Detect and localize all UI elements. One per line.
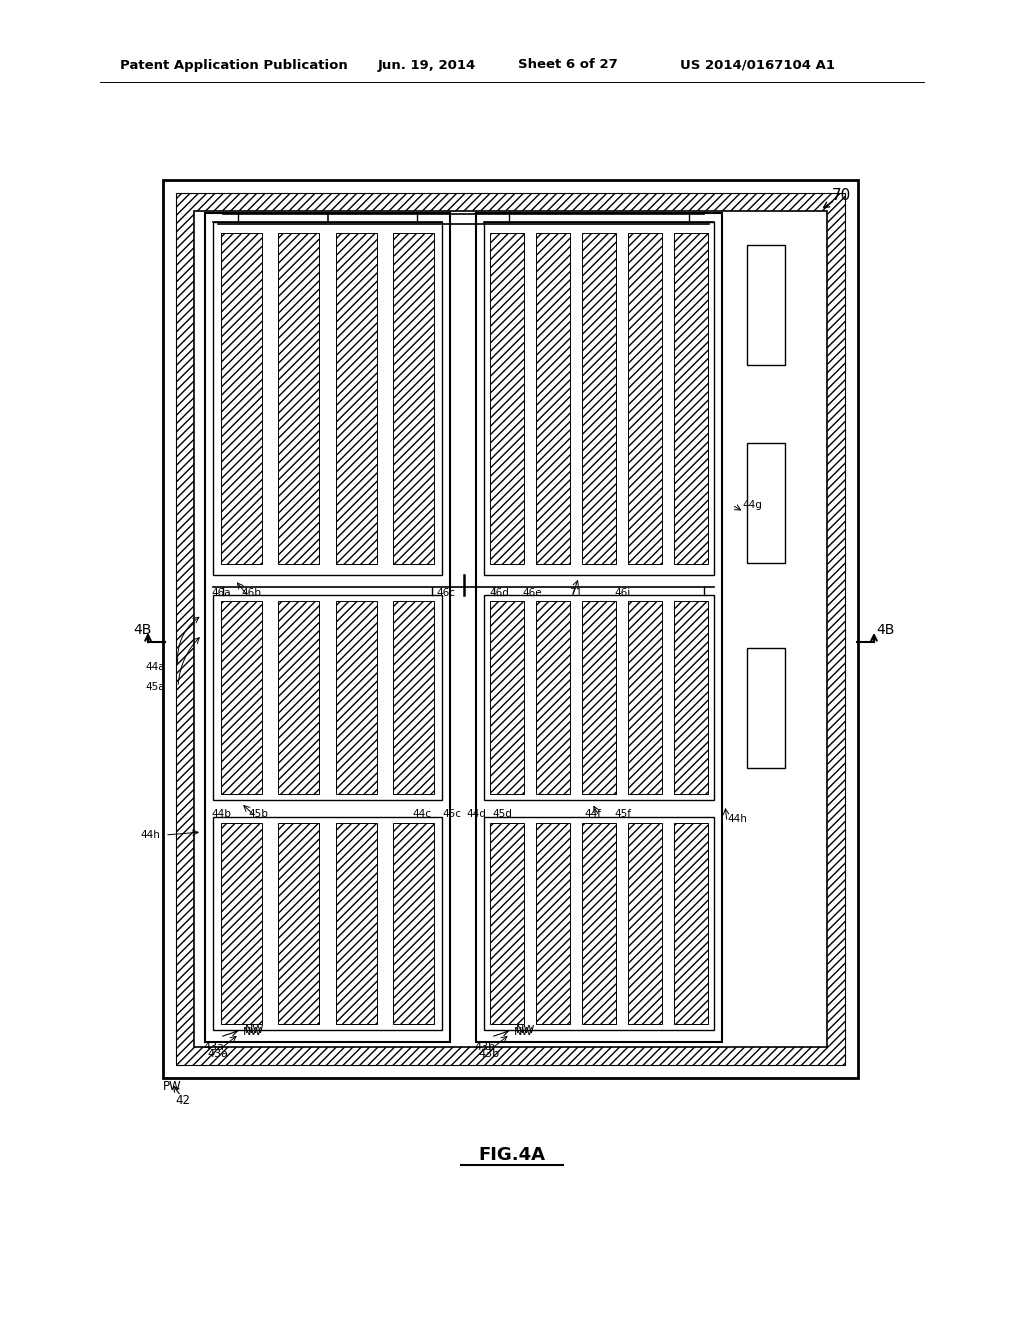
Bar [675, 232, 708, 565]
Bar [675, 824, 708, 1023]
Text: 43a: 43a [203, 1041, 224, 1052]
Bar [629, 601, 662, 793]
Text: 44b: 44b [211, 809, 230, 818]
Text: NW: NW [514, 1027, 534, 1038]
Bar [213, 817, 442, 1030]
Text: NW: NW [516, 1026, 536, 1035]
Bar [583, 232, 615, 565]
Text: 44h: 44h [140, 830, 160, 840]
Bar [629, 232, 662, 565]
Bar [279, 232, 319, 565]
Bar [484, 595, 714, 800]
Text: 70: 70 [831, 187, 851, 202]
Bar [336, 601, 377, 793]
Bar [484, 817, 714, 1030]
Text: 46e: 46e [522, 587, 542, 598]
Text: 43b: 43b [474, 1041, 496, 1052]
Text: 45b: 45b [248, 809, 268, 818]
Text: 44d: 44d [466, 809, 485, 818]
Bar [490, 232, 523, 565]
Bar [675, 601, 708, 793]
Text: FIG.4A: FIG.4A [478, 1146, 546, 1164]
Text: 44c: 44c [412, 809, 431, 818]
Text: 45a: 45a [145, 682, 165, 692]
Bar [537, 824, 569, 1023]
Text: 45c: 45c [442, 809, 461, 818]
Text: 44a: 44a [145, 663, 165, 672]
Text: 44f: 44f [584, 809, 601, 818]
Bar [163, 180, 858, 1078]
Text: 71: 71 [569, 587, 583, 598]
Bar [476, 213, 722, 1041]
Text: Sheet 6 of 27: Sheet 6 of 27 [518, 58, 617, 71]
Bar [221, 601, 262, 793]
Bar [629, 824, 662, 1023]
Text: 46b: 46b [241, 587, 261, 598]
Bar [537, 232, 569, 565]
Text: 44g: 44g [742, 500, 762, 510]
Bar [213, 595, 442, 800]
Bar [393, 601, 434, 793]
Bar [279, 824, 319, 1023]
Text: 45f: 45f [614, 809, 631, 818]
Text: Patent Application Publication: Patent Application Publication [120, 58, 348, 71]
Bar [537, 601, 569, 793]
Bar [205, 213, 450, 1041]
Bar [746, 648, 785, 768]
Bar [490, 824, 523, 1023]
Text: 46d: 46d [489, 587, 509, 598]
Bar [746, 246, 785, 366]
Text: Jun. 19, 2014: Jun. 19, 2014 [378, 58, 476, 71]
Text: NW: NW [245, 1026, 264, 1035]
Bar [583, 601, 615, 793]
Text: 46i: 46i [614, 587, 630, 598]
Text: 46c: 46c [436, 587, 455, 598]
Bar [336, 232, 377, 565]
Text: 44h: 44h [727, 814, 746, 824]
Bar [393, 232, 434, 565]
Text: 43a: 43a [207, 1049, 228, 1059]
Text: 4B: 4B [133, 623, 152, 638]
Bar [194, 211, 827, 1047]
Text: 43b: 43b [478, 1049, 499, 1059]
Text: 46a: 46a [211, 587, 230, 598]
Bar [176, 193, 845, 1065]
Text: NW: NW [243, 1027, 262, 1038]
Bar [221, 824, 262, 1023]
Bar [213, 222, 442, 576]
Bar [583, 824, 615, 1023]
Bar [336, 824, 377, 1023]
Bar [221, 232, 262, 565]
Text: 42: 42 [175, 1093, 190, 1106]
Text: 4B: 4B [876, 623, 894, 638]
Bar [746, 444, 785, 564]
Text: PW: PW [163, 1080, 181, 1093]
Text: US 2014/0167104 A1: US 2014/0167104 A1 [680, 58, 835, 71]
Text: 45d: 45d [492, 809, 512, 818]
Bar [393, 824, 434, 1023]
Bar [279, 601, 319, 793]
Bar [490, 601, 523, 793]
Bar [484, 222, 714, 576]
